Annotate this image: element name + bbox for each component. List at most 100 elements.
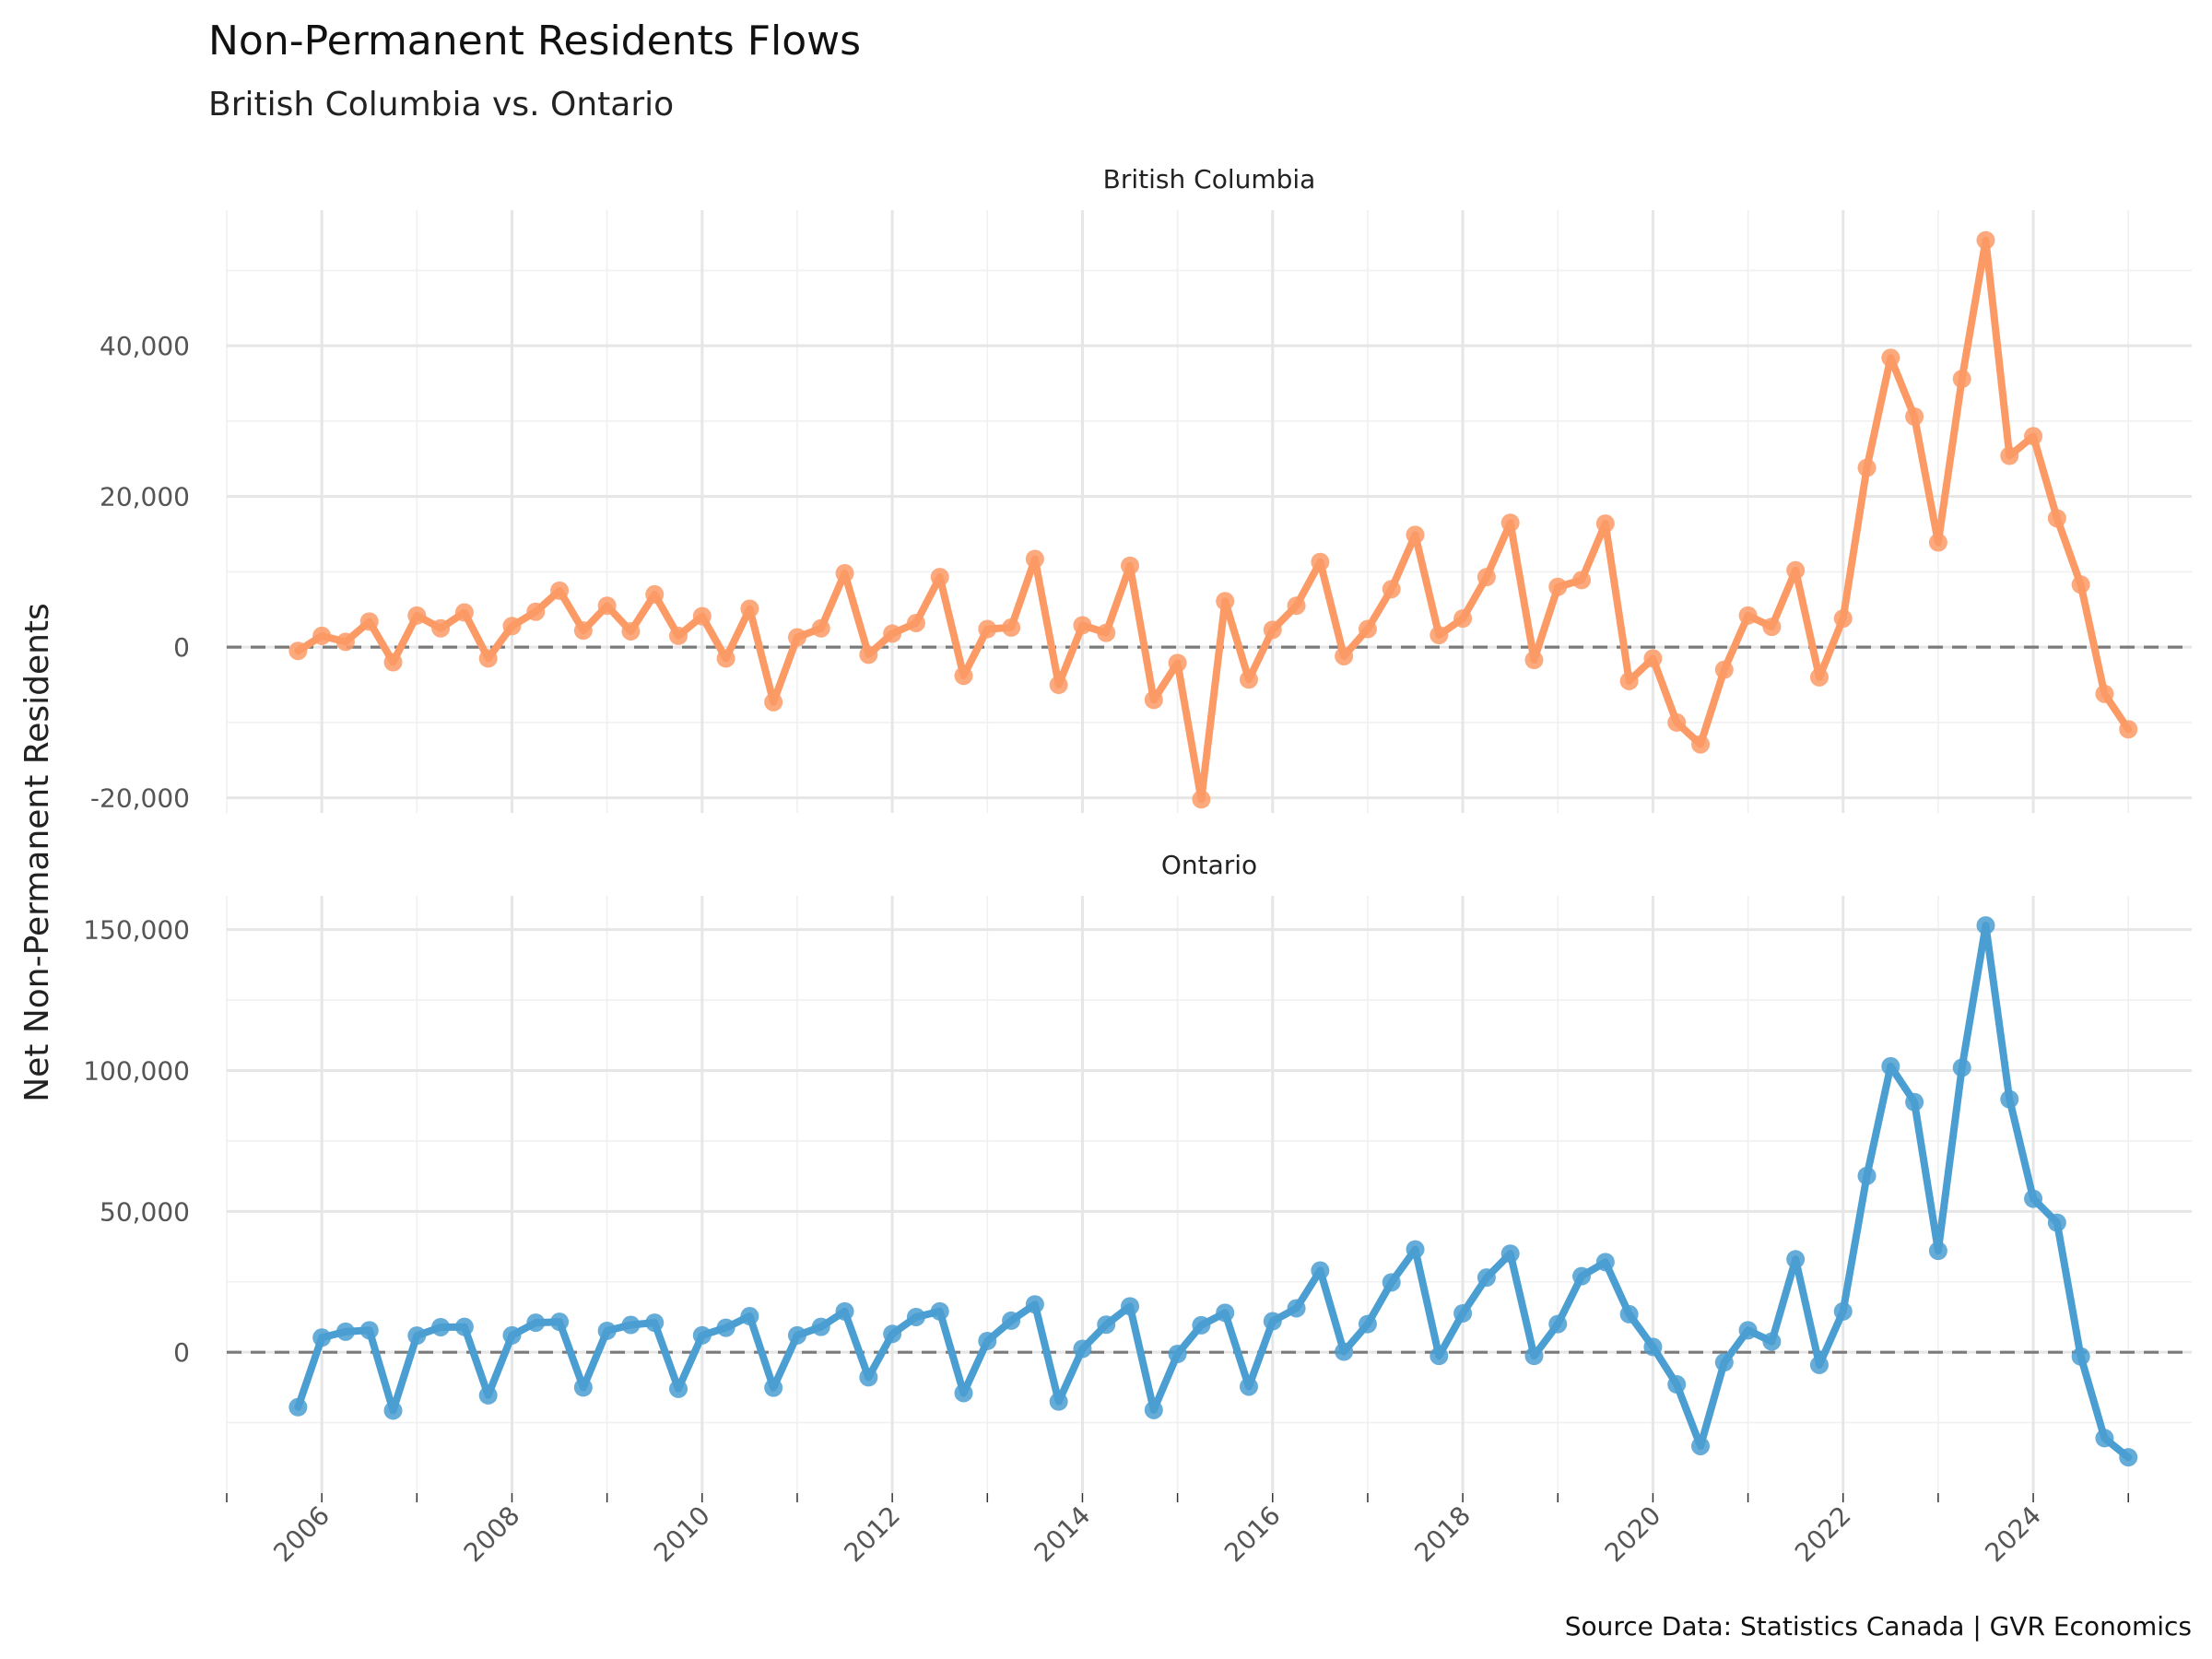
data-point [1097, 623, 1116, 642]
data-point [716, 1318, 735, 1337]
data-point [1144, 1400, 1163, 1419]
data-point [1287, 596, 1306, 616]
facet-panels: British Columbia -20,000 0 20,000 40,000 Onta… [83, 164, 2192, 1493]
data-point [550, 1312, 570, 1332]
data-point [454, 1317, 474, 1336]
data-point [621, 1315, 641, 1335]
data-point [1928, 1241, 1947, 1261]
data-point [1786, 560, 1806, 580]
data-point [883, 1324, 902, 1344]
x-tick-label: 2022 [1789, 1500, 1857, 1569]
data-point [954, 1383, 973, 1403]
data-point [1358, 619, 1377, 639]
data-point [407, 1326, 427, 1346]
data-point [1121, 1297, 1140, 1316]
data-point [1382, 1273, 1401, 1292]
data-point [1453, 1303, 1473, 1323]
data-point [1833, 609, 1853, 629]
data-point [1881, 1056, 1900, 1076]
data-point [1002, 618, 1021, 637]
data-point [573, 621, 593, 641]
x-tick-label: 2024 [1979, 1500, 2047, 1569]
data-point [312, 1328, 332, 1347]
data-point [407, 606, 427, 625]
panel-strip-label: Ontario [1161, 850, 1257, 880]
data-point [383, 1401, 403, 1420]
data-point [1548, 1314, 1568, 1334]
data-point [859, 645, 878, 665]
data-point [1905, 406, 1924, 426]
data-point [2024, 1189, 2043, 1208]
series-line [294, 922, 2133, 1462]
data-point [526, 602, 546, 621]
data-point [1477, 568, 1496, 587]
chart-subtitle: British Columbia vs. Ontario [208, 86, 674, 124]
data-point [1595, 514, 1615, 534]
data-point [502, 617, 522, 636]
data-point [597, 1321, 617, 1340]
data-point [740, 1307, 759, 1326]
data-point [1762, 1332, 1782, 1351]
data-point [597, 596, 617, 616]
data-point [2047, 509, 2066, 528]
data-point [1643, 1337, 1663, 1357]
x-tick-label: 2016 [1218, 1500, 1287, 1569]
data-point [1430, 1347, 1449, 1366]
data-point [1002, 1311, 1021, 1330]
data-point [2000, 446, 2019, 465]
data-point [1691, 1436, 1710, 1455]
data-point [1738, 1321, 1758, 1340]
data-point [1762, 618, 1782, 637]
panel-ontario: Ontario 0 50,000 100,000 150,000 [83, 850, 2192, 1493]
data-point [1382, 580, 1401, 599]
data-point [1572, 571, 1592, 590]
data-point [1928, 533, 1947, 552]
data-point [669, 1379, 688, 1398]
data-point [1833, 1301, 1853, 1321]
data-point [1714, 1353, 1734, 1372]
data-point [1453, 609, 1473, 629]
data-point [1500, 1244, 1520, 1264]
data-point [359, 1321, 379, 1340]
data-point [692, 606, 712, 626]
data-point [1073, 616, 1092, 635]
data-point [1881, 348, 1900, 368]
data-point [1216, 592, 1235, 611]
data-point [1548, 577, 1568, 596]
data-point [1857, 458, 1877, 477]
data-point [1073, 1339, 1092, 1359]
data-point [978, 619, 997, 639]
data-point [1643, 649, 1663, 668]
y-tick-label: 0 [173, 632, 190, 663]
data-point [502, 1325, 522, 1345]
data-point [1335, 646, 1354, 665]
data-point [1524, 651, 1544, 670]
data-point [1738, 606, 1758, 625]
y-axis-label: Net Non-Permanent Residents [18, 603, 56, 1102]
data-point [383, 653, 403, 672]
data-point [1406, 1240, 1425, 1259]
data-point [1572, 1266, 1592, 1286]
y-tick-label: 50,000 [100, 1196, 190, 1227]
data-point [359, 612, 379, 631]
x-axis: 2006 2008 2010 2012 2014 2016 2018 2020 2022 2024 [226, 1493, 2129, 1569]
data-point [1905, 1092, 1924, 1112]
data-point [288, 1397, 308, 1417]
data-point [1263, 620, 1282, 640]
data-point [2095, 684, 2114, 703]
data-point [835, 1301, 854, 1321]
series-line [294, 236, 2133, 804]
data-point [787, 1325, 806, 1345]
data-point [906, 1307, 925, 1326]
data-point [1239, 1377, 1258, 1396]
data-point [1809, 667, 1829, 687]
y-tick-label: 150,000 [83, 915, 190, 946]
data-point [859, 1368, 878, 1387]
data-point [1192, 790, 1211, 809]
data-point [883, 624, 902, 643]
data-point [335, 632, 355, 652]
data-point [716, 649, 735, 668]
y-tick-label: 40,000 [100, 331, 190, 361]
data-point [835, 564, 854, 583]
